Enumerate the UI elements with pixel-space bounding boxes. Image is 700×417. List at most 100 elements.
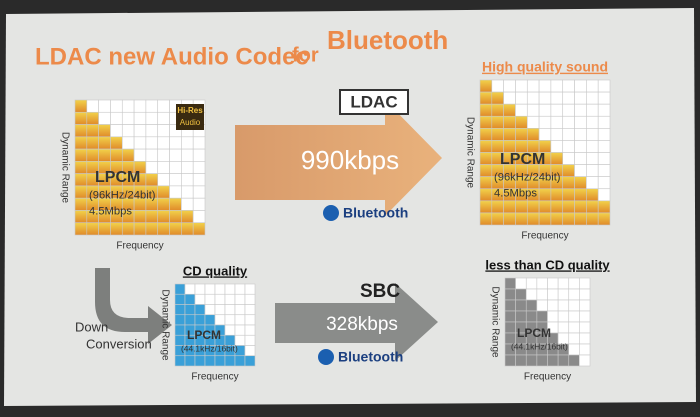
filled-cell (586, 188, 599, 202)
grid-cell (574, 128, 587, 141)
grid-cell (597, 164, 611, 177)
ldac-arrow (235, 100, 442, 216)
grid-cell (145, 99, 159, 113)
filled-cell (174, 324, 186, 336)
filled-cell (479, 103, 493, 117)
filled-cell (74, 222, 88, 236)
grid-cell (503, 91, 516, 105)
grid-cell (133, 136, 147, 150)
filled-cell (562, 164, 575, 177)
filled-cell (504, 321, 516, 334)
grid-cell (244, 293, 256, 305)
filled-cell (479, 188, 493, 202)
grid-cell (169, 148, 182, 162)
grid-cell (110, 111, 123, 125)
filled-cell (586, 212, 599, 226)
filled-cell (169, 197, 182, 211)
filled-cell (169, 210, 182, 224)
filled-cell (86, 136, 99, 150)
grid-cell (515, 79, 528, 93)
grid-cell (562, 103, 575, 117)
filled-cell (157, 197, 170, 211)
filled-cell (479, 212, 493, 226)
grid-cell (157, 161, 170, 174)
grid-cell (568, 288, 580, 301)
filled-cell (479, 176, 493, 190)
grid-cell (538, 128, 552, 141)
grid-cell (86, 99, 99, 113)
grid-cell (204, 283, 216, 295)
filled-cell (557, 354, 570, 367)
grid-cell (169, 185, 182, 199)
filled-cell (538, 200, 552, 214)
grid-cell (526, 91, 540, 105)
format-label: (96kHz/24bit) (89, 190, 156, 202)
filled-cell (504, 288, 516, 301)
grid-cell (526, 79, 540, 93)
grid-cell (169, 161, 182, 174)
filled-cell (597, 212, 611, 226)
filled-cell (515, 288, 527, 301)
grid-cell (562, 115, 575, 129)
filled-cell (174, 355, 186, 367)
filled-cell (515, 299, 527, 312)
x-axis-label: Frequency (191, 372, 238, 383)
filled-cell (503, 103, 516, 117)
bt-logo (323, 205, 339, 221)
filled-cell (574, 200, 587, 214)
grid-cell (192, 197, 206, 211)
grid-cell (568, 343, 580, 356)
title: LDAC new Audio Codec (35, 43, 309, 70)
grid-cell (214, 283, 226, 295)
hires-badge-text: Audio (180, 118, 201, 127)
title-joiner: for (292, 44, 319, 66)
filled-cell (145, 173, 159, 187)
grid-cell (586, 79, 599, 93)
y-axis-label: Dynamic Range (159, 289, 170, 361)
filled-cell (204, 355, 216, 367)
ldac-rate: 990kbps (301, 145, 399, 175)
grid-cell (491, 79, 504, 93)
filled-cell (538, 188, 552, 202)
filled-cell (515, 200, 528, 214)
filled-cell (157, 210, 170, 224)
filled-cell (597, 200, 611, 214)
grid-cell (194, 293, 206, 305)
grid-cell (547, 310, 559, 323)
filled-cell (86, 148, 99, 162)
sbc-codec: SBC (360, 281, 400, 302)
filled-cell (503, 115, 516, 129)
grid-cell (597, 115, 611, 129)
format-label: (96kHz/24bit) (494, 172, 561, 184)
filled-cell (479, 128, 493, 141)
grid-cell (515, 277, 527, 290)
filled-cell (145, 222, 159, 236)
filled-cell (133, 222, 147, 236)
filled-cell (184, 355, 196, 367)
filled-cell (224, 355, 236, 367)
grid-cell (192, 136, 206, 150)
grid-cell (536, 288, 548, 301)
grid-cell (214, 293, 226, 305)
filled-cell (526, 200, 540, 214)
grid-cell (574, 164, 587, 177)
grid-cell (224, 293, 236, 305)
grid-cell (562, 128, 575, 141)
filled-cell (538, 212, 552, 226)
grid-cell (574, 152, 587, 165)
grid-cell (214, 314, 226, 326)
down-label: Down (75, 319, 108, 334)
filled-cell (133, 210, 147, 224)
grid-cell (184, 283, 196, 295)
grid-cell (98, 111, 111, 125)
grid-cell (121, 99, 135, 113)
filled-cell (526, 212, 540, 226)
grid-cell (597, 91, 611, 105)
grid-cell (568, 310, 580, 323)
filled-cell (515, 354, 527, 367)
filled-cell (174, 314, 186, 326)
filled-cell (121, 148, 135, 162)
grid-cell (579, 288, 591, 301)
grid-cell (157, 136, 170, 150)
grid-cell (586, 176, 599, 190)
